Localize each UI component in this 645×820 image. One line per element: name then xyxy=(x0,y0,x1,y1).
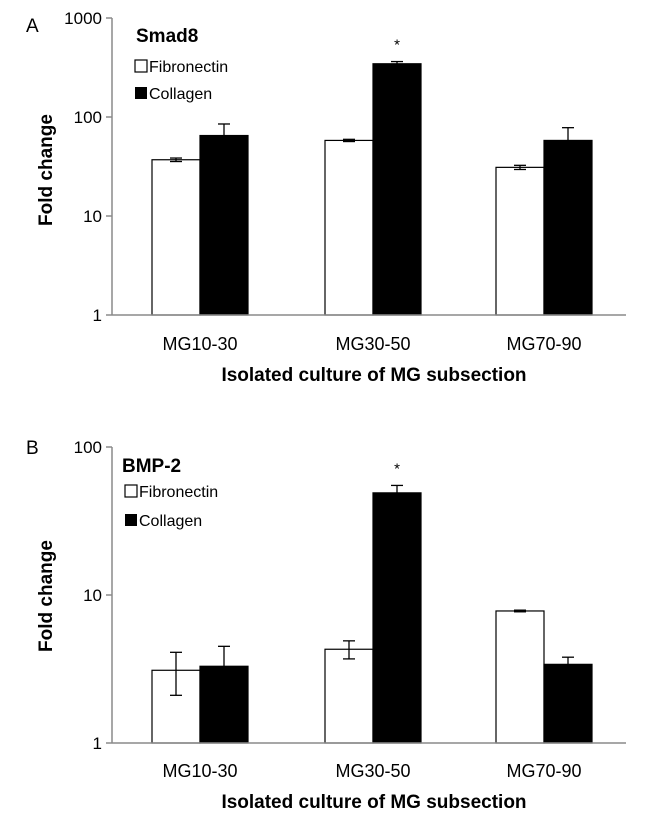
bar-b-fibronectin-mg30-50 xyxy=(324,648,374,744)
legend-label-fibronectin-a: Fibronectin xyxy=(149,59,228,76)
y-ticks-a: 1 10 100 1000 xyxy=(64,9,112,325)
y-axis-label-b: Fold change xyxy=(36,540,57,652)
bar-a-collagen-mg10-30 xyxy=(199,134,249,316)
panel-label-b: B xyxy=(26,438,39,459)
category-label-a-2: MG70-90 xyxy=(506,334,581,354)
bar-a-fibronectin-mg70-90 xyxy=(495,166,545,316)
bar-a-fibronectin-mg30-50 xyxy=(324,139,374,316)
legend-label-collagen-b: Collagen xyxy=(139,513,202,530)
y-ticks-b: 1 10 100 xyxy=(74,438,112,753)
y-tick-label-a-3: 1000 xyxy=(64,9,102,28)
bar-b-collagen-mg30-50 xyxy=(372,492,422,744)
category-label-b-1: MG30-50 xyxy=(335,761,410,781)
error-bar-b-collagen-mg10-30 xyxy=(218,645,230,667)
y-tick-label-b-1: 10 xyxy=(83,586,102,605)
significance-marker-a-0: * xyxy=(394,37,400,54)
error-bar-b-fibronectin-mg10-30 xyxy=(170,651,182,696)
significance-marker-b-0: * xyxy=(394,460,400,477)
error-bar-a-collagen-mg10-30 xyxy=(218,123,230,136)
category-labels-a: MG10-30 MG30-50 MG70-90 xyxy=(162,334,581,354)
bar-a-collagen-mg70-90 xyxy=(543,139,593,316)
category-label-a-1: MG30-50 xyxy=(335,334,410,354)
bar-b-fibronectin-mg70-90 xyxy=(495,610,545,744)
error-bar-a-fibronectin-mg70-90 xyxy=(514,164,526,171)
y-tick-label-b-0: 1 xyxy=(93,734,102,753)
error-bar-b-collagen-mg30-50 xyxy=(391,484,403,493)
bar-b-collagen-mg10-30 xyxy=(199,665,249,744)
legend-label-fibronectin-b: Fibronectin xyxy=(139,484,218,501)
legend-label-collagen-a: Collagen xyxy=(149,86,212,103)
legend-swatch-fibronectin-b xyxy=(124,484,138,498)
error-bar-a-collagen-mg30-50 xyxy=(391,60,403,64)
y-tick-label-a-1: 10 xyxy=(83,207,102,226)
y-tick-label-a-2: 100 xyxy=(74,108,102,127)
error-bar-a-fibronectin-mg10-30 xyxy=(170,157,182,163)
bar-a-fibronectin-mg10-30 xyxy=(151,159,201,316)
annotations-a: * xyxy=(394,37,400,54)
x-axis-label-b: Isolated culture of MG subsection xyxy=(221,792,526,813)
y-axis-label-a: Fold change xyxy=(36,114,57,226)
error-bar-a-collagen-mg70-90 xyxy=(562,127,574,141)
bars-b xyxy=(151,492,593,744)
category-label-a-0: MG10-30 xyxy=(162,334,237,354)
y-tick-label-b-2: 100 xyxy=(74,438,102,457)
error-bar-b-fibronectin-mg30-50 xyxy=(343,640,355,660)
bar-b-collagen-mg70-90 xyxy=(543,663,593,744)
chart-title-a: Smad8 xyxy=(136,26,198,47)
category-label-b-2: MG70-90 xyxy=(506,761,581,781)
error-bars-b xyxy=(170,484,574,696)
annotations-b: * xyxy=(394,460,400,477)
error-bar-b-fibronectin-mg70-90 xyxy=(514,609,526,613)
chart-title-b: BMP-2 xyxy=(122,456,181,477)
category-labels-b: MG10-30 MG30-50 MG70-90 xyxy=(162,761,581,781)
error-bars-a xyxy=(170,60,574,171)
legend-swatch-collagen-a xyxy=(135,87,147,99)
panel-label-a: A xyxy=(26,16,39,37)
panel-b: B Fold change 1 10 100 MG10-30 MG30-50 MG70-… xyxy=(26,438,626,813)
legend-swatch-fibronectin-a xyxy=(134,59,148,73)
y-tick-label-a-0: 1 xyxy=(93,306,102,325)
error-bar-a-fibronectin-mg30-50 xyxy=(343,138,355,143)
bars-a xyxy=(151,63,593,316)
bar-a-collagen-mg30-50 xyxy=(372,63,422,316)
legend-swatch-collagen-b xyxy=(125,514,137,526)
x-axis-label-a: Isolated culture of MG subsection xyxy=(221,365,526,386)
legend-a: Fibronectin Collagen xyxy=(134,59,228,103)
legend-b: Fibronectin Collagen xyxy=(124,484,218,530)
error-bar-b-collagen-mg70-90 xyxy=(562,656,574,665)
category-label-b-0: MG10-30 xyxy=(162,761,237,781)
